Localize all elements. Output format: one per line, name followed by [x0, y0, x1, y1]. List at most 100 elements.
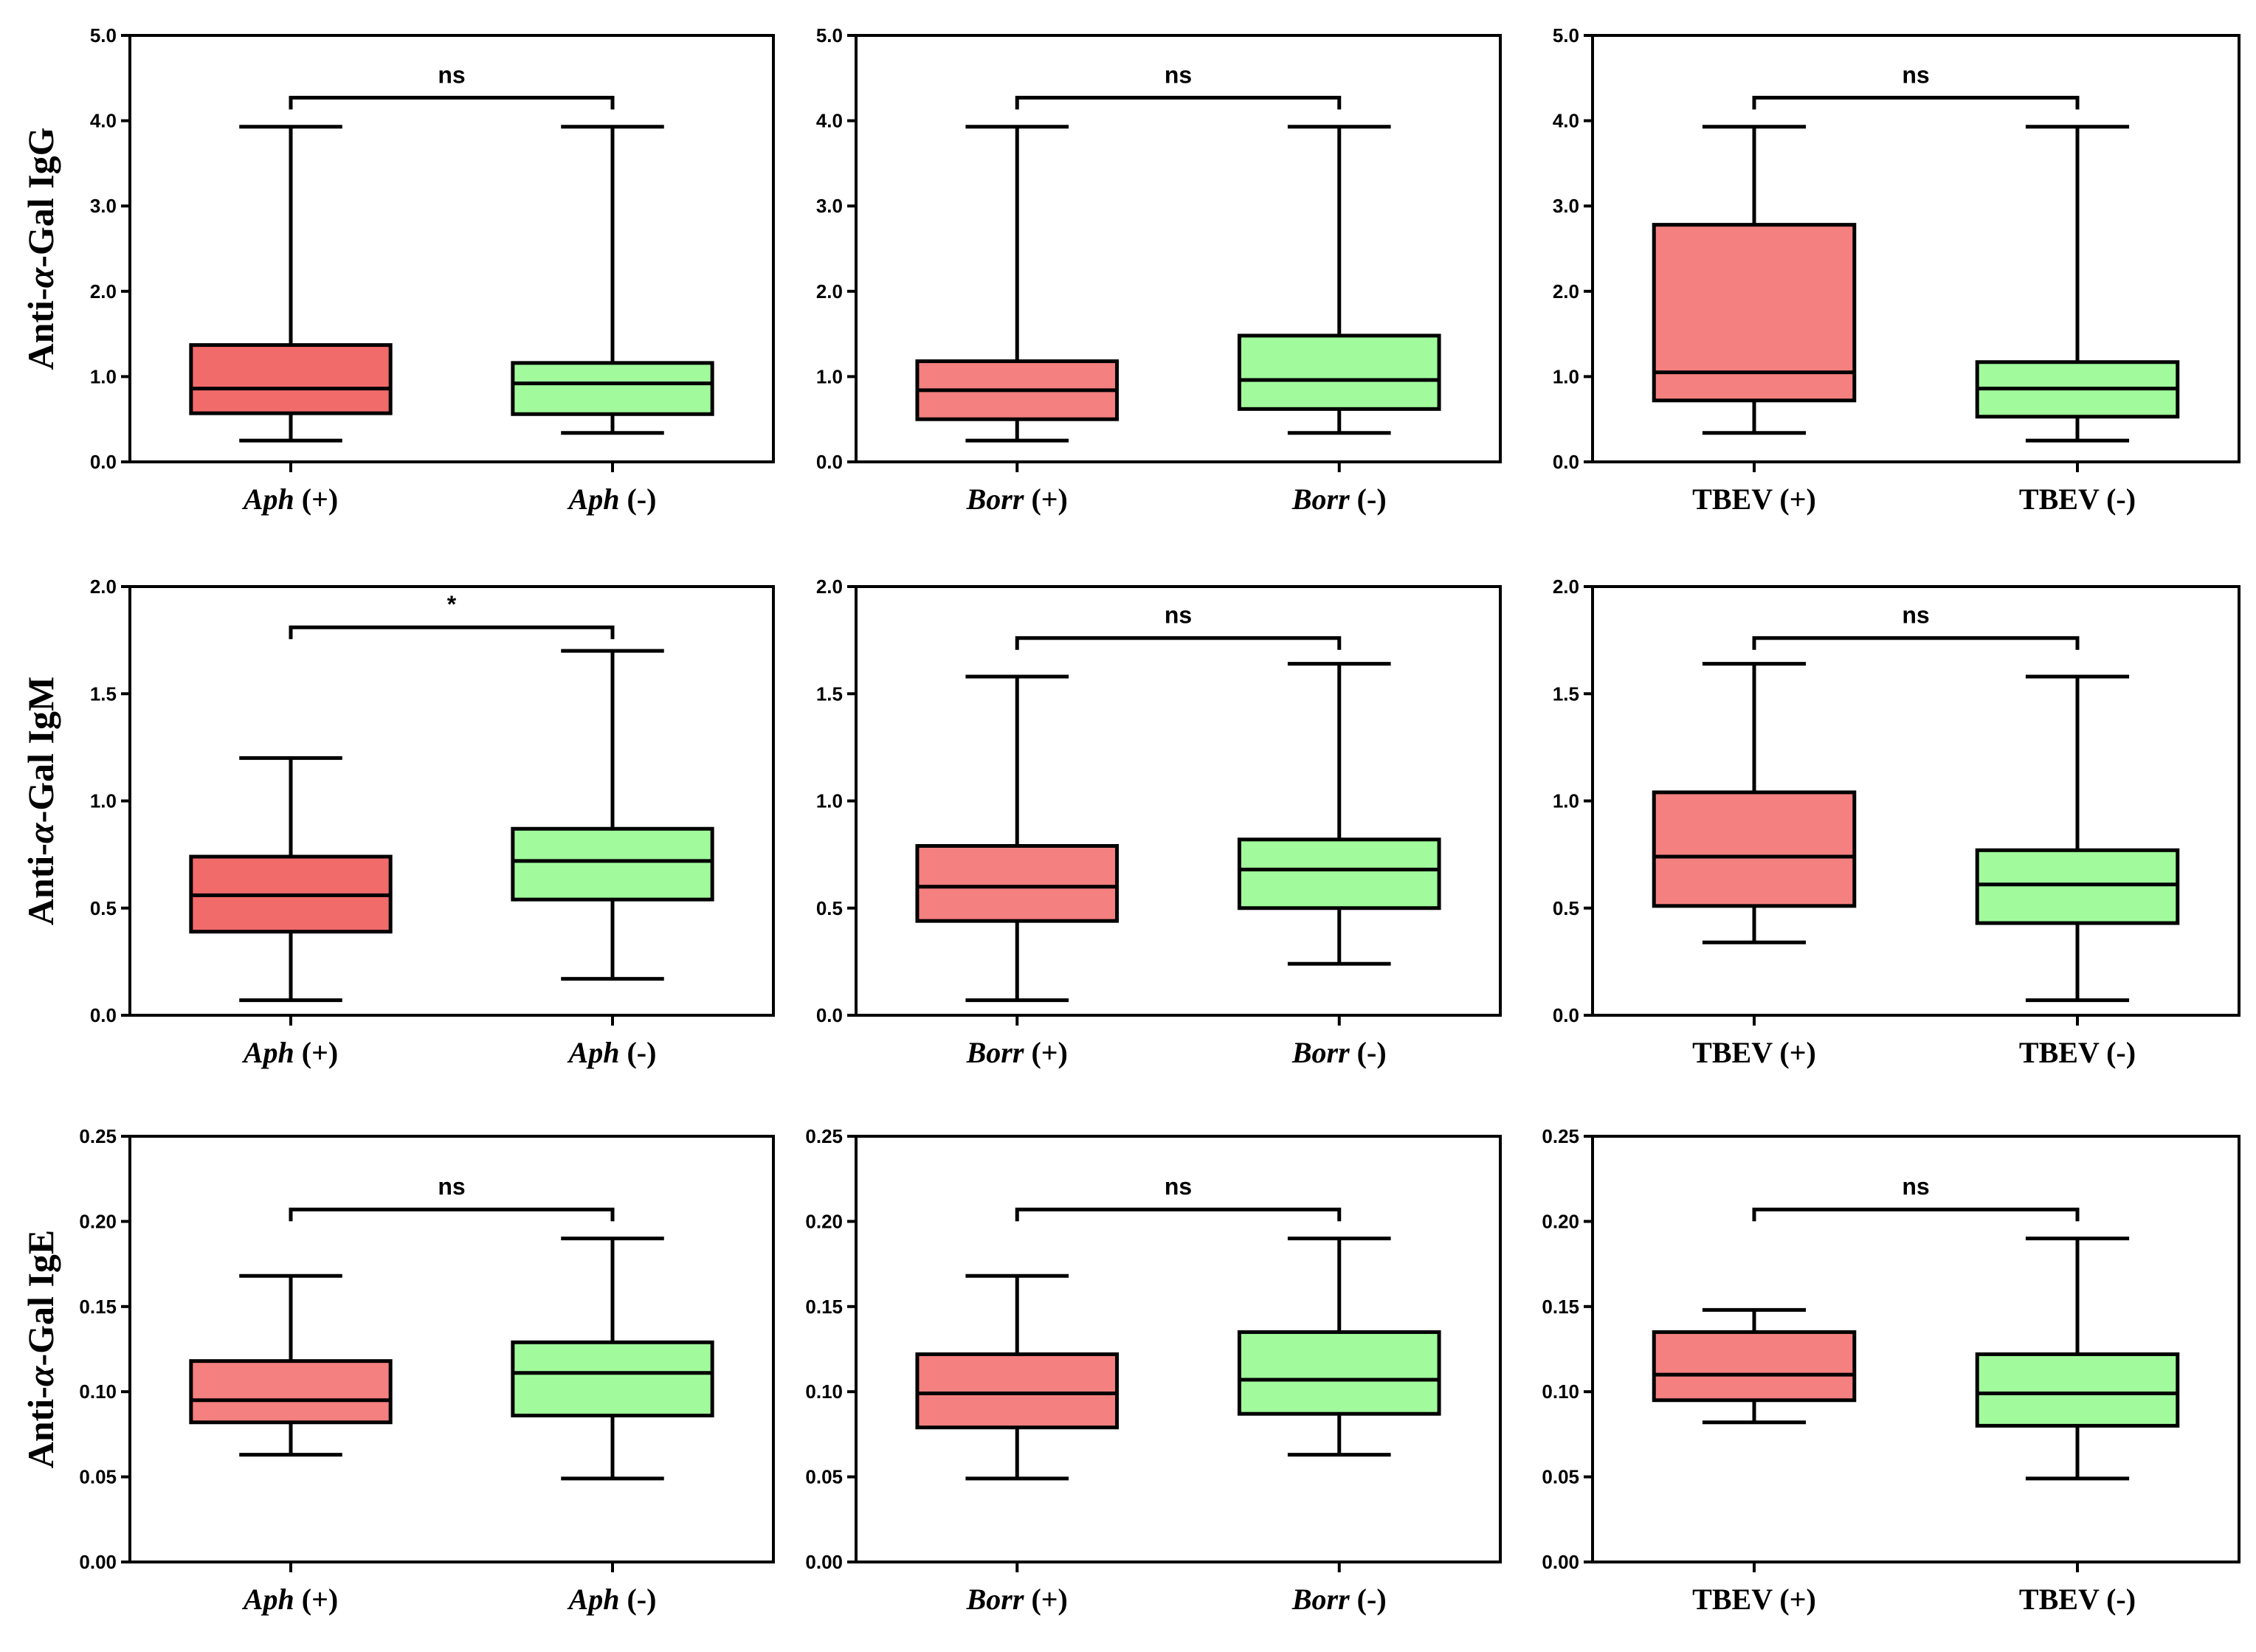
y-tick-label: 2.0	[816, 280, 843, 303]
category-name: Aph	[241, 1583, 294, 1616]
category-sign: (-)	[619, 1036, 656, 1069]
x-category-label: Aph (+)	[241, 1036, 338, 1069]
category-sign: (+)	[294, 1036, 338, 1069]
y-tick-label: 0.0	[1553, 451, 1579, 473]
y-axis-title: Anti-α-Gal IgE	[20, 1230, 61, 1469]
x-category-label: Borr (+)	[966, 483, 1068, 516]
category-name: Borr	[1291, 483, 1350, 516]
y-tick-label: 0.5	[90, 897, 117, 919]
significance-bracket	[1752, 636, 2080, 650]
category-sign: (+)	[294, 483, 338, 516]
category-name: TBEV	[1692, 1036, 1773, 1069]
category-name: Borr	[1291, 1036, 1350, 1069]
x-category-label: Aph (+)	[241, 483, 338, 516]
y-axis-title-greek: α	[20, 1365, 61, 1386]
panel-frame	[1591, 1135, 2241, 1563]
y-tick-label: 0.00	[805, 1551, 843, 1573]
category-name: TBEV	[1692, 1583, 1773, 1616]
y-axis-title-prefix: Anti-	[20, 1386, 61, 1468]
box-iqr	[915, 844, 1120, 923]
significance-bracket	[289, 625, 615, 640]
x-category-label: Borr (-)	[1291, 1036, 1387, 1069]
box-positive	[189, 1273, 393, 1457]
y-tick-label: 0.0	[816, 1004, 843, 1026]
y-tick-label: 0.0	[1553, 1004, 1579, 1026]
category-name: Borr	[966, 483, 1024, 516]
x-category-label: TBEV (+)	[1692, 483, 1816, 516]
box-positive	[189, 756, 393, 1003]
category-sign: (+)	[1772, 1036, 1815, 1069]
y-tick-label: 0.10	[1542, 1380, 1579, 1403]
significance-label: ns	[1902, 1173, 1929, 1200]
box-iqr	[511, 1340, 714, 1418]
category-name: Borr	[966, 1583, 1024, 1616]
significance-bracket	[1752, 95, 2080, 110]
y-tick-label: 0.15	[1542, 1296, 1579, 1318]
category-sign: (-)	[619, 483, 656, 516]
box-positive	[915, 125, 1120, 443]
y-tick-label: 2.0	[816, 576, 843, 598]
category-name: Aph	[567, 483, 620, 516]
x-category-label: Borr (-)	[1291, 1583, 1387, 1616]
box-iqr	[1652, 1330, 1857, 1403]
y-tick-label: 1.0	[816, 365, 843, 387]
x-category-label: Borr (+)	[966, 1036, 1068, 1069]
x-category-label: TBEV (+)	[1692, 1036, 1816, 1069]
y-tick-label: 0.15	[79, 1296, 117, 1318]
category-name: TBEV	[2019, 1036, 2100, 1069]
panel-frame	[855, 585, 1502, 1017]
category-name: TBEV	[2019, 1583, 2100, 1616]
y-tick-label: 0.00	[1542, 1551, 1579, 1573]
y-tick-label: 4.0	[90, 110, 117, 132]
category-sign: (-)	[1350, 1036, 1387, 1069]
box-iqr	[1652, 790, 1857, 908]
y-tick-label: 0.20	[79, 1210, 117, 1232]
box-iqr	[1237, 837, 1441, 910]
y-tick-label: 1.0	[816, 790, 843, 812]
y-tick-label: 5.0	[816, 24, 843, 46]
category-sign: (-)	[2099, 1036, 2136, 1069]
y-tick-label: 0.0	[90, 1004, 117, 1026]
box-iqr	[1237, 333, 1441, 411]
panel-frame	[128, 585, 775, 1017]
significance-bracket	[289, 95, 615, 110]
x-category-label: Aph (+)	[241, 1583, 338, 1616]
box-negative	[511, 1236, 714, 1481]
y-tick-label: 0.05	[1542, 1466, 1579, 1488]
box-negative	[1975, 1236, 2180, 1481]
category-sign: (-)	[1350, 483, 1387, 516]
category-sign: (+)	[1024, 1583, 1067, 1616]
y-tick-label: 0.05	[805, 1466, 843, 1488]
x-category-label: TBEV (+)	[1692, 1583, 1816, 1616]
significance-label: *	[447, 591, 457, 618]
y-tick-label: 5.0	[90, 24, 117, 46]
y-tick-label: 0.15	[805, 1296, 843, 1318]
y-axis-title-prefix: Anti-	[20, 288, 61, 370]
category-name: Aph	[567, 1583, 620, 1616]
y-axis-title-suffix: -Gal IgM	[20, 677, 61, 823]
significance-label: ns	[1165, 61, 1192, 88]
y-tick-label: 4.0	[816, 110, 843, 132]
significance-label: ns	[1902, 602, 1929, 629]
x-category-label: TBEV (-)	[2019, 483, 2136, 516]
category-sign: (-)	[1350, 1583, 1387, 1616]
category-name: Borr	[1291, 1583, 1350, 1616]
box-iqr	[1975, 848, 2180, 925]
x-category-label: Aph (-)	[567, 1036, 657, 1069]
category-name: Aph	[241, 1036, 294, 1069]
box-positive	[1652, 125, 1857, 435]
category-name: Borr	[966, 1036, 1024, 1069]
significance-bracket	[289, 1207, 615, 1222]
box-negative	[1237, 1236, 1441, 1457]
y-axis-title: Anti-α-Gal IgM	[20, 677, 61, 925]
y-tick-label: 1.5	[816, 682, 843, 705]
y-axis-title-greek: α	[20, 822, 61, 843]
box-iqr	[1237, 1330, 1441, 1416]
x-category-label: Aph (-)	[567, 1583, 657, 1616]
box-negative	[1975, 125, 2180, 443]
